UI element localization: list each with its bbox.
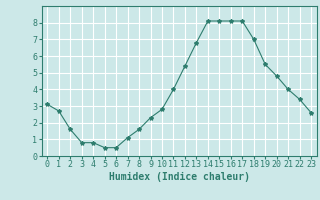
X-axis label: Humidex (Indice chaleur): Humidex (Indice chaleur) [109, 172, 250, 182]
